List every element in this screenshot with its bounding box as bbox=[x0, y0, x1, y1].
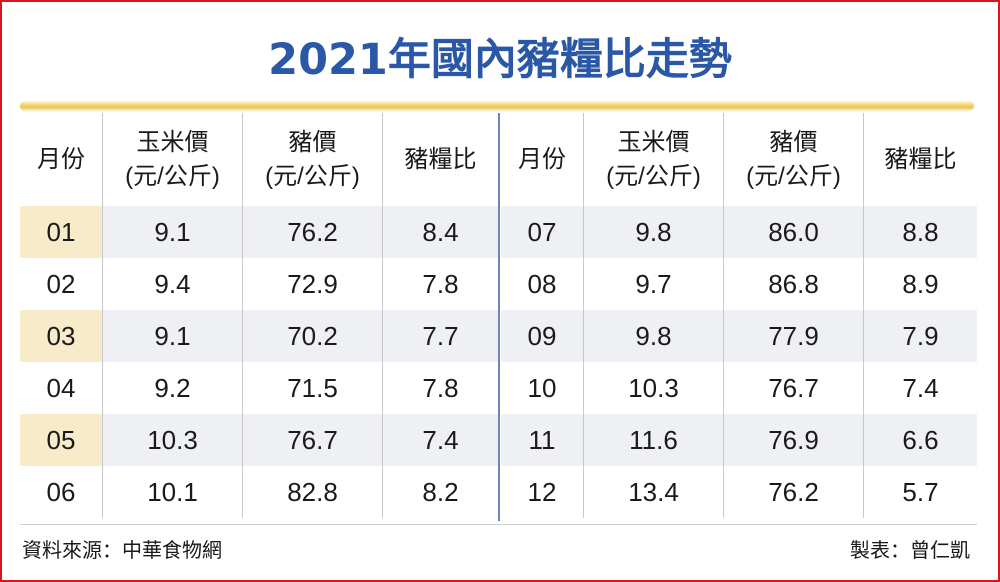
ratio-cell: 8.8 bbox=[864, 206, 977, 258]
source-note: 資料來源：中華食物網 bbox=[22, 538, 222, 562]
table-row: 06 10.1 82.8 8.2 bbox=[20, 466, 498, 518]
corn-price-cell: 9.4 bbox=[103, 258, 243, 310]
pig-price-cell: 70.2 bbox=[243, 310, 383, 362]
month-cell: 08 bbox=[501, 258, 584, 310]
month-cell: 05 bbox=[20, 414, 103, 466]
header-pig-price: 豬價 (元/公斤) bbox=[724, 113, 864, 206]
pig-price-cell: 86.8 bbox=[724, 258, 864, 310]
month-cell: 12 bbox=[501, 466, 584, 518]
pig-price-cell: 76.2 bbox=[243, 206, 383, 258]
month-cell: 09 bbox=[501, 310, 584, 362]
table-row: 09 9.8 77.9 7.9 bbox=[501, 310, 977, 362]
ratio-cell: 8.4 bbox=[383, 206, 498, 258]
data-table: 月份 玉米價 (元/公斤) 豬價 (元/公斤) 豬糧比 01 9.1 76.2 8.4 02 9.4 7… bbox=[20, 113, 977, 525]
ratio-cell: 7.9 bbox=[864, 310, 977, 362]
header-corn-price: 玉米價 (元/公斤) bbox=[103, 113, 243, 206]
table-right-half: 月份 玉米價 (元/公斤) 豬價 (元/公斤) 豬糧比 07 9.8 86.0 8.8 08 9.7 8… bbox=[501, 113, 977, 525]
header-corn-price-text: (元/公斤) bbox=[606, 162, 701, 190]
table-row: 11 11.6 76.9 6.6 bbox=[501, 414, 977, 466]
half-divider bbox=[498, 113, 500, 521]
header-pig-price-text: 豬價 bbox=[769, 128, 818, 156]
table-row: 04 9.2 71.5 7.8 bbox=[20, 362, 498, 414]
table-row: 03 9.1 70.2 7.7 bbox=[20, 310, 498, 362]
ratio-cell: 8.2 bbox=[422, 476, 459, 507]
table-header-row: 月份 玉米價 (元/公斤) 豬價 (元/公斤) 豬糧比 bbox=[501, 113, 977, 206]
corn-price-cell: 9.8 bbox=[584, 310, 724, 362]
header-corn-price-text: 玉米價 bbox=[136, 128, 209, 156]
corn-price-cell: 10.3 bbox=[103, 414, 243, 466]
pig-price-cell: 76.9 bbox=[724, 414, 864, 466]
pig-price-cell: 82.8 bbox=[243, 466, 383, 518]
header-pig-price: 豬價 (元/公斤) bbox=[243, 113, 383, 206]
ratio-cell: 8.9 bbox=[902, 268, 939, 299]
ratio-cell: 7.8 bbox=[422, 268, 459, 299]
header-pig-feed-ratio: 豬糧比 bbox=[383, 113, 498, 206]
corn-price-cell: 13.4 bbox=[584, 466, 724, 518]
header-pig-price-text: (元/公斤) bbox=[746, 162, 841, 190]
ratio-cell: 5.7 bbox=[902, 476, 939, 507]
month-cell: 10 bbox=[501, 362, 584, 414]
table-row: 12 13.4 76.2 5.7 bbox=[501, 466, 977, 518]
corn-price-cell: 9.2 bbox=[103, 362, 243, 414]
header-pig-feed-ratio-text: 豬糧比 bbox=[404, 145, 477, 173]
table-row: 01 9.1 76.2 8.4 bbox=[20, 206, 498, 258]
month-cell: 06 bbox=[20, 466, 103, 518]
header-month: 月份 bbox=[501, 113, 584, 206]
ratio-cell: 7.4 bbox=[383, 414, 498, 466]
ratio-cell: 6.6 bbox=[864, 414, 977, 466]
header-month-text: 月份 bbox=[37, 145, 85, 173]
corn-price-cell: 9.1 bbox=[103, 206, 243, 258]
table-row: 08 9.7 86.8 8.9 bbox=[501, 258, 977, 310]
table-row: 07 9.8 86.0 8.8 bbox=[501, 206, 977, 258]
pig-price-cell: 76.2 bbox=[724, 466, 864, 518]
table-row: 05 10.3 76.7 7.4 bbox=[20, 414, 498, 466]
title-underline bbox=[20, 100, 974, 112]
header-corn-price-text: 玉米價 bbox=[617, 128, 690, 156]
table-header-row: 月份 玉米價 (元/公斤) 豬價 (元/公斤) 豬糧比 bbox=[20, 113, 498, 206]
table-left-half: 月份 玉米價 (元/公斤) 豬價 (元/公斤) 豬糧比 01 9.1 76.2 8.4 02 9.4 7… bbox=[20, 113, 498, 525]
header-pig-feed-ratio: 豬糧比 bbox=[864, 113, 977, 206]
corn-price-cell: 9.8 bbox=[584, 206, 724, 258]
corn-price-cell: 10.1 bbox=[103, 466, 243, 518]
month-cell: 01 bbox=[20, 206, 103, 258]
ratio-cell: 7.7 bbox=[383, 310, 498, 362]
header-pig-price-text: (元/公斤) bbox=[265, 162, 360, 190]
header-corn-price: 玉米價 (元/公斤) bbox=[584, 113, 724, 206]
corn-price-cell: 9.7 bbox=[584, 258, 724, 310]
credit-note: 製表：曾仁凱 bbox=[850, 538, 970, 562]
pig-price-cell: 77.9 bbox=[724, 310, 864, 362]
header-month: 月份 bbox=[20, 113, 103, 206]
month-cell: 11 bbox=[501, 414, 584, 466]
corn-price-cell: 10.3 bbox=[584, 362, 724, 414]
pig-price-cell: 72.9 bbox=[243, 258, 383, 310]
footer-rule bbox=[20, 524, 977, 525]
header-pig-price-text: 豬價 bbox=[288, 128, 337, 156]
header-corn-price-text: (元/公斤) bbox=[125, 162, 220, 190]
pig-price-cell: 76.7 bbox=[243, 414, 383, 466]
month-cell: 02 bbox=[20, 258, 103, 310]
pig-price-cell: 86.0 bbox=[724, 206, 864, 258]
table-row: 10 10.3 76.7 7.4 bbox=[501, 362, 977, 414]
header-month-text: 月份 bbox=[518, 145, 566, 173]
corn-price-cell: 11.6 bbox=[584, 414, 724, 466]
corn-price-cell: 9.1 bbox=[103, 310, 243, 362]
table-row: 02 9.4 72.9 7.8 bbox=[20, 258, 498, 310]
pig-price-cell: 71.5 bbox=[243, 362, 383, 414]
month-cell: 03 bbox=[20, 310, 103, 362]
page-title: 2021年國內豬糧比走勢 bbox=[268, 35, 732, 85]
pig-price-cell: 76.7 bbox=[724, 362, 864, 414]
month-cell: 04 bbox=[20, 362, 103, 414]
month-cell: 07 bbox=[501, 206, 584, 258]
header-pig-feed-ratio-text: 豬糧比 bbox=[884, 145, 957, 173]
ratio-cell: 7.8 bbox=[422, 372, 459, 403]
ratio-cell: 7.4 bbox=[902, 372, 939, 403]
